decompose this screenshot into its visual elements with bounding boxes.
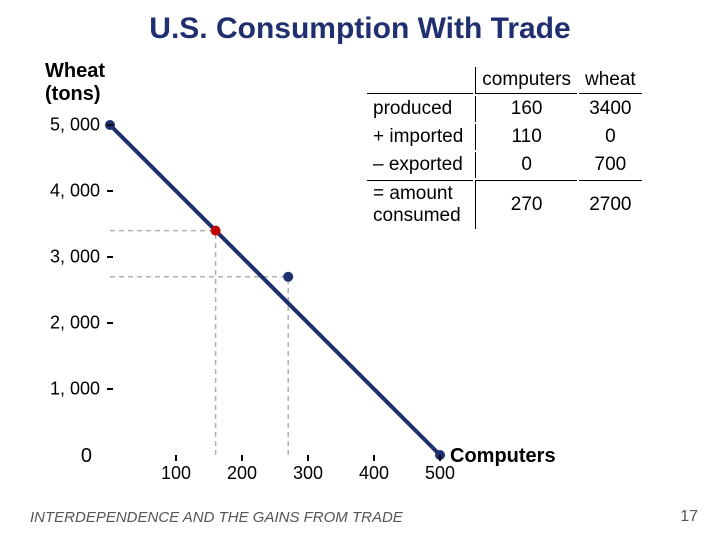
y-tick-mark <box>107 190 113 192</box>
y-tick-label: 4, 000 <box>50 181 100 202</box>
table-sum-row: = amount consumed 270 2700 <box>367 180 642 229</box>
row-label: = amount consumed <box>367 180 473 229</box>
footer-text: INTERDEPENDENCE AND THE GAINS FROM TRADE <box>30 509 403 526</box>
y-tick-mark <box>107 256 113 258</box>
cell: 0 <box>475 152 577 178</box>
x-tick-label: 100 <box>161 463 191 484</box>
x-axis-title: Computers <box>450 445 556 468</box>
y-axis-title-line1: Wheat <box>45 60 105 82</box>
sum-label-l2: consumed <box>373 205 461 226</box>
y-tick-label: 5, 000 <box>50 115 100 136</box>
cell: 700 <box>579 152 642 178</box>
x-tick-mark <box>373 455 375 461</box>
table-row: + imported 110 0 <box>367 124 642 150</box>
y-tick-label: 1, 000 <box>50 379 100 400</box>
cell: 160 <box>475 96 577 122</box>
cell: 110 <box>475 124 577 150</box>
y-tick-mark <box>107 322 113 324</box>
y-tick-label: 3, 000 <box>50 247 100 268</box>
x-tick-mark <box>439 455 441 461</box>
x-tick-mark <box>241 455 243 461</box>
slide-title: U.S. Consumption With Trade <box>0 12 720 46</box>
page-number: 17 <box>680 508 698 526</box>
cell: 270 <box>475 180 577 229</box>
x-tick-mark <box>307 455 309 461</box>
row-label: produced <box>367 96 473 122</box>
table-header-computers: computers <box>475 67 577 94</box>
x-tick-label: 200 <box>227 463 257 484</box>
cell: 0 <box>579 124 642 150</box>
y-axis-title: Wheat (tons) <box>45 60 105 106</box>
y-tick-label: 2, 000 <box>50 313 100 334</box>
x-tick-label: 300 <box>293 463 323 484</box>
x-tick-label: 400 <box>359 463 389 484</box>
table-row: – exported 0 700 <box>367 152 642 178</box>
table-header-blank <box>367 67 473 94</box>
x-tick-mark <box>175 455 177 461</box>
cell: 2700 <box>579 180 642 229</box>
table-row: produced 160 3400 <box>367 96 642 122</box>
table-header-wheat: wheat <box>579 67 642 94</box>
y-axis-title-line2: (tons) <box>45 83 101 105</box>
trade-table: computers wheat produced 160 3400 + impo… <box>365 65 644 231</box>
cell: 3400 <box>579 96 642 122</box>
row-label: – exported <box>367 152 473 178</box>
y-tick-mark <box>107 388 113 390</box>
sum-label-l1: = amount <box>373 183 453 204</box>
y-tick-mark <box>107 124 113 126</box>
row-label: + imported <box>367 124 473 150</box>
origin-label: 0 <box>81 445 92 468</box>
